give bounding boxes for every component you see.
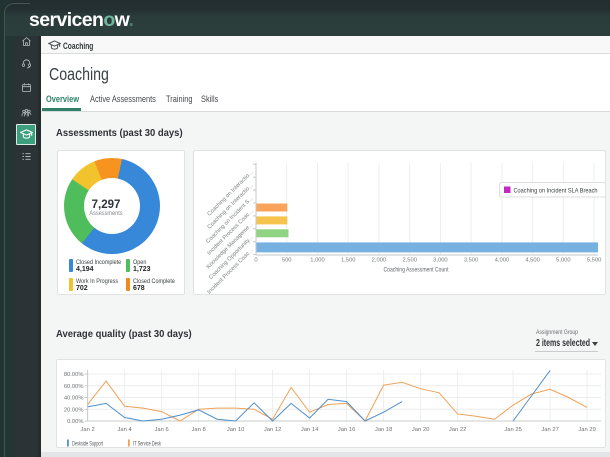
svg-text:0.00%: 0.00% [67, 419, 83, 425]
svg-text:1,500: 1,500 [341, 258, 356, 264]
svg-text:Jan 16: Jan 16 [338, 427, 355, 433]
svg-text:500: 500 [282, 258, 292, 264]
svg-text:Jan 8: Jan 8 [192, 427, 206, 433]
svg-text:Jan 18: Jan 18 [375, 427, 392, 433]
svg-text:20.00%: 20.00% [64, 407, 84, 413]
svg-text:Jan 10: Jan 10 [227, 427, 244, 433]
svg-text:2,000: 2,000 [372, 258, 387, 264]
svg-text:5,500: 5,500 [587, 258, 602, 264]
svg-text:3,500: 3,500 [464, 258, 479, 264]
svg-text:Jan 27: Jan 27 [541, 427, 558, 433]
svg-text:80.00%: 80.00% [64, 372, 84, 378]
svg-text:3,000: 3,000 [433, 258, 448, 264]
svg-text:4,500: 4,500 [525, 258, 540, 264]
svg-text:Jan 29: Jan 29 [578, 427, 595, 433]
svg-text:Jan 12: Jan 12 [264, 427, 281, 433]
svg-text:0: 0 [254, 258, 257, 264]
svg-text:Jan 14: Jan 14 [301, 427, 319, 433]
svg-text:Jan 20: Jan 20 [412, 427, 429, 433]
svg-text:Jan 25: Jan 25 [504, 427, 521, 433]
svg-text:Coaching Assessment Count: Coaching Assessment Count [384, 268, 449, 274]
svg-text:60.00%: 60.00% [64, 384, 84, 390]
svg-text:IT Service Desk: IT Service Desk [133, 441, 162, 448]
svg-text:5,000: 5,000 [556, 258, 571, 264]
svg-text:Jan 22: Jan 22 [449, 427, 466, 433]
svg-text:Coaching on Incident SLA Breac: Coaching on Incident SLA Breach [514, 188, 599, 195]
svg-text:Jan 2: Jan 2 [81, 427, 95, 433]
svg-text:Deskside Support: Deskside Support [72, 441, 103, 448]
svg-text:2,500: 2,500 [402, 258, 417, 264]
svg-text:40.00%: 40.00% [64, 396, 84, 402]
svg-text:1,000: 1,000 [310, 258, 325, 264]
svg-text:Jan 4: Jan 4 [118, 427, 133, 433]
svg-text:Jan 6: Jan 6 [155, 427, 169, 433]
svg-text:4,000: 4,000 [495, 258, 510, 264]
